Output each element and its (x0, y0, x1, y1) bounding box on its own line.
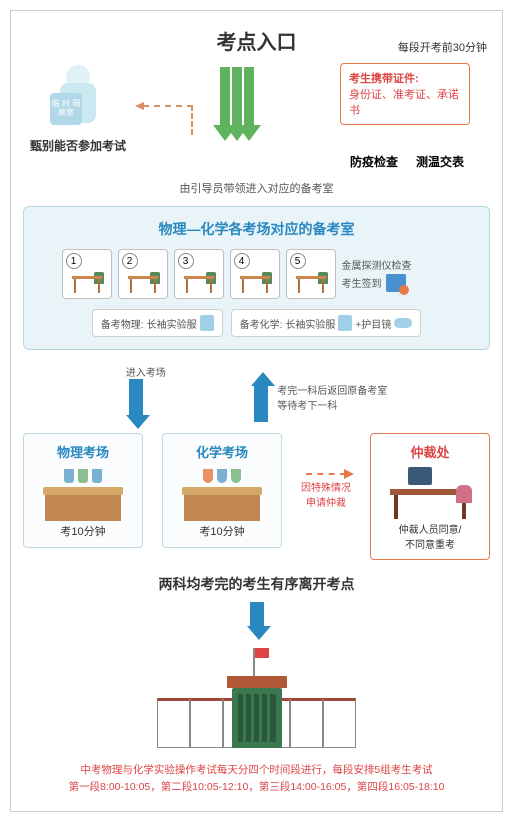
prep-room-box: 物理—化学各考场对应的备考室 1 2 3 4 5 金属探测仪检查 考生签到 备考… (23, 206, 490, 350)
chem-room: 化学考场 考10分钟 (162, 433, 282, 548)
labcoat-icon (338, 315, 352, 331)
chem-equip: 备考化学: 长袖实验服 +护目镜 (231, 309, 422, 337)
footer-line1: 中考物理与化学实验操作考试每天分四个时间段进行，每段安排5组考生考试 (23, 762, 490, 779)
desk-5: 5 (286, 249, 336, 299)
cred-items: 身份证、准考证、承诺书 (349, 86, 461, 118)
return-label: 考完一科后返回原备考室 等待考下一科 (277, 382, 387, 412)
chem-title: 化学考场 (171, 442, 273, 461)
dashed-arrow-icon (143, 105, 193, 135)
desk-4: 4 (230, 249, 280, 299)
arrow-up-icon (251, 372, 271, 422)
robot-icon: 临 时 隔离室 (48, 63, 108, 133)
desk-1: 1 (62, 249, 112, 299)
leave-title: 两科均考完的考生有序离开考点 (23, 574, 490, 594)
equipment-row: 备考物理: 长袖实验服 备考化学: 长袖实验服 +护目镜 (36, 309, 477, 337)
physics-room: 物理考场 考10分钟 (23, 433, 143, 548)
check-procedures: 金属探测仪检查 考生签到 (342, 255, 452, 294)
arrow-down-icon (232, 67, 242, 127)
cred-title: 考生携带证件: (349, 70, 461, 86)
desk-2: 2 (118, 249, 168, 299)
special-note: 因特殊情况 申请仲裁 (301, 479, 351, 509)
dashed-arrow-right-icon (306, 473, 346, 475)
arb-title: 仲裁处 (379, 442, 481, 461)
entry-arrows (192, 63, 282, 131)
enter-label: 进入考场 (126, 364, 166, 379)
footer-line2: 第一段8:00-10:05，第二段10:05-12:10，第三段14:00-16… (23, 779, 490, 796)
metal-check-label: 金属探测仪检查 (342, 257, 412, 272)
desk-3: 3 (174, 249, 224, 299)
right-info: 考生携带证件: 身份证、准考证、承诺书 防疫检查 测温交表 (340, 63, 490, 170)
arrow-down-icon (220, 67, 230, 127)
diagram-container: 考点入口 每段开考前30分钟 临 时 隔离室 甄别能否参加考试 考生携带证件: … (10, 10, 503, 812)
arrow-down-icon (247, 602, 267, 640)
arb-desk-icon (390, 467, 470, 517)
check-label-2: 测温交表 (416, 153, 464, 170)
check-label-1: 防疫检查 (350, 153, 398, 170)
timing-note: 每段开考前30分钟 (398, 39, 487, 55)
physics-title: 物理考场 (32, 442, 134, 461)
footer-note: 中考物理与化学实验操作考试每天分四个时间段进行，每段安排5组考生考试 第一段8:… (23, 762, 490, 796)
flow-arrows: 进入考场 考完一科后返回原备考室 等待考下一科 (83, 364, 430, 429)
robot-area: 临 时 隔离室 甄别能否参加考试 (23, 63, 133, 154)
school-gate-icon (157, 648, 357, 748)
arbitration-box: 仲裁处 仲裁人员同意/ 不同意重考 (370, 433, 490, 560)
credentials-box: 考生携带证件: 身份证、准考证、承诺书 (340, 63, 470, 125)
chem-time: 考10分钟 (171, 523, 273, 539)
signin-label: 考生签到 (342, 275, 382, 290)
arb-sub: 仲裁人员同意/ 不同意重考 (379, 521, 481, 551)
goggles-icon (394, 318, 412, 328)
physics-time: 考10分钟 (32, 523, 134, 539)
isolation-sign: 临 时 隔离室 (50, 93, 82, 125)
arrow-down-icon (126, 379, 146, 429)
arrow-down-icon (244, 67, 254, 127)
exam-rooms-row: 物理考场 考10分钟 化学考场 考10分钟 因特殊情况 申请仲裁 仲裁处 (23, 433, 490, 560)
desks-row: 1 2 3 4 5 金属探测仪检查 考生签到 (36, 249, 477, 299)
screening-label: 甄别能否参加考试 (23, 137, 133, 154)
calendar-icon (386, 274, 406, 292)
physics-equip: 备考物理: 长袖实验服 (92, 309, 223, 337)
labcoat-icon (200, 315, 214, 331)
chem-desk-icon (182, 467, 262, 517)
physics-desk-icon (43, 467, 123, 517)
entry-row: 临 时 隔离室 甄别能否参加考试 考生携带证件: 身份证、准考证、承诺书 防疫检… (23, 63, 490, 170)
prep-title: 物理—化学各考场对应的备考室 (36, 219, 477, 239)
guide-note: 由引导员带领进入对应的备考室 (23, 180, 490, 196)
